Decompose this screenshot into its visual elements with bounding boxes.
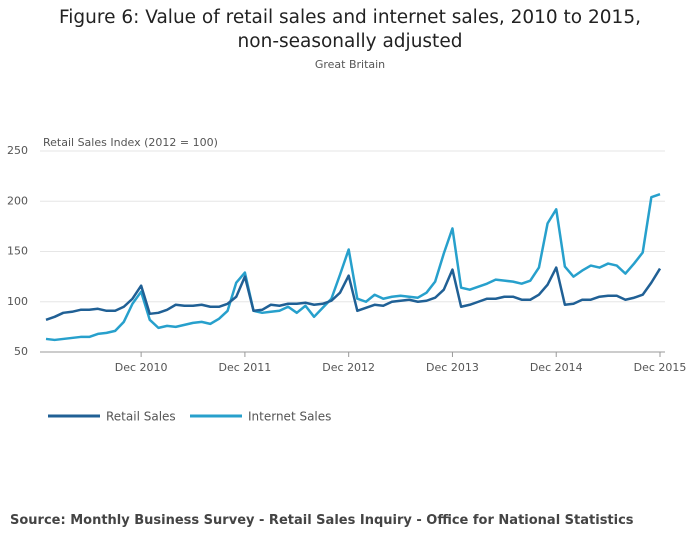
x-tick-label: Dec 2011 [219, 361, 272, 374]
x-tick-label: Dec 2013 [426, 361, 479, 374]
chart-subtitle: Great Britain [314, 58, 386, 71]
x-tick-label: Dec 2012 [322, 361, 375, 374]
x-tick-label: Dec 2015 [634, 361, 687, 374]
y-tick-label: 250 [7, 144, 28, 157]
y-tick-label: 200 [7, 194, 28, 207]
source-note: Source: Monthly Business Survey - Retail… [10, 513, 634, 528]
x-tick-label: Dec 2010 [115, 361, 168, 374]
y-axis-label: Retail Sales Index (2012 = 100) [43, 136, 218, 149]
chart-title: Figure 6: Value of retail sales and inte… [59, 7, 641, 52]
legend-label: Internet Sales [248, 410, 331, 424]
legend-label: Retail Sales [106, 410, 176, 424]
y-tick-label: 150 [7, 245, 28, 258]
y-tick-label: 50 [14, 345, 28, 358]
x-tick-label: Dec 2014 [530, 361, 583, 374]
series-line [45, 266, 662, 322]
y-tick-label: 100 [7, 295, 28, 308]
series-line [45, 193, 661, 342]
